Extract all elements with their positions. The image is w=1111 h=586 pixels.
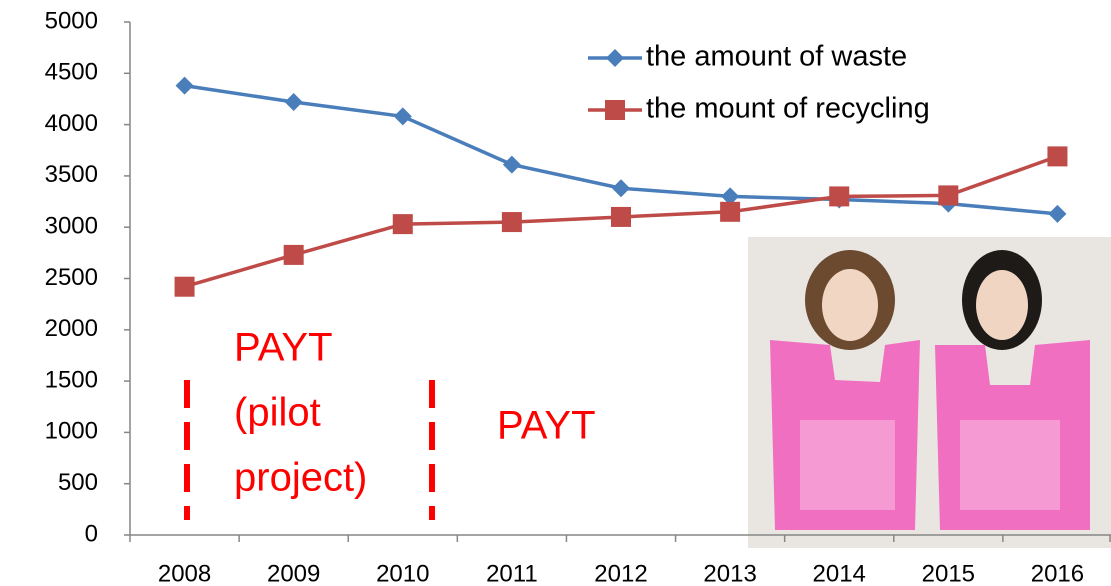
data-point bbox=[1048, 204, 1067, 223]
x-tick-label: 2008 bbox=[158, 560, 211, 586]
x-tick-label: 2009 bbox=[267, 560, 320, 586]
data-point bbox=[283, 244, 304, 265]
annotation: project) bbox=[234, 456, 367, 500]
legend-label: the amount of waste bbox=[646, 41, 907, 73]
data-point bbox=[502, 155, 521, 174]
data-point bbox=[938, 185, 959, 206]
data-point bbox=[392, 214, 413, 235]
annotation: PAYT bbox=[497, 404, 596, 448]
data-point bbox=[1047, 146, 1068, 167]
data-point bbox=[501, 212, 522, 233]
y-tick-label: 0 bbox=[85, 520, 98, 547]
data-point bbox=[721, 187, 740, 206]
data-point bbox=[720, 201, 741, 222]
x-tick-label: 2011 bbox=[486, 560, 538, 586]
data-point bbox=[612, 179, 630, 198]
x-tick-label: 2015 bbox=[922, 560, 975, 586]
x-tick-label: 2016 bbox=[1031, 560, 1084, 586]
legend-marker bbox=[606, 49, 624, 67]
x-tick-label: 2010 bbox=[376, 560, 429, 586]
x-tick-label: 2012 bbox=[594, 560, 647, 586]
legend-label: the mount of recycling bbox=[646, 93, 930, 125]
y-tick-label: 4000 bbox=[45, 110, 98, 137]
y-tick-label: 4500 bbox=[45, 59, 98, 86]
photo bbox=[748, 237, 1111, 548]
data-point bbox=[284, 93, 303, 112]
y-tick-label: 500 bbox=[58, 469, 98, 496]
legend-marker bbox=[605, 100, 625, 120]
y-tick-label: 1000 bbox=[45, 418, 98, 445]
data-point bbox=[175, 76, 194, 95]
y-tick-label: 1500 bbox=[45, 366, 98, 393]
data-point bbox=[393, 107, 412, 126]
data-point bbox=[174, 276, 195, 297]
annotation: (pilot bbox=[234, 391, 321, 435]
data-point bbox=[611, 206, 631, 227]
data-point bbox=[829, 186, 850, 207]
y-tick-label: 5000 bbox=[45, 7, 98, 34]
y-tick-label: 2000 bbox=[45, 315, 98, 342]
x-tick-label: 2014 bbox=[813, 560, 866, 586]
y-tick-label: 3000 bbox=[45, 213, 98, 240]
x-tick-label: 2013 bbox=[703, 560, 756, 586]
y-tick-label: 3500 bbox=[45, 161, 98, 188]
y-tick-label: 2500 bbox=[45, 264, 98, 291]
annotation: PAYT bbox=[234, 326, 333, 370]
